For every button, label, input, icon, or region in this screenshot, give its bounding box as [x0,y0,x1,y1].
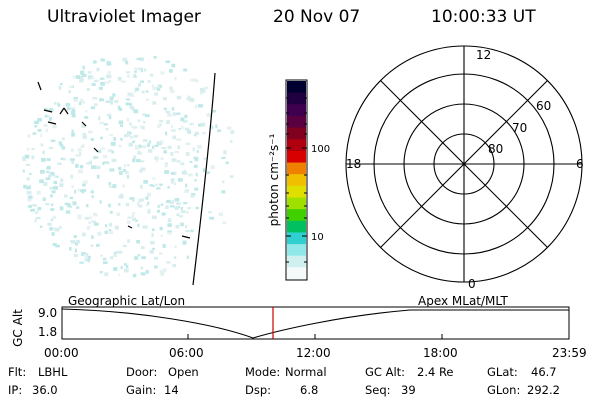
colorbar-band [287,232,306,245]
colorbar-band [287,255,306,268]
dsp-label: Dsp: [245,383,272,397]
colorbar-tick-100: 100 [311,144,330,155]
terminator-line [192,72,216,286]
mlt-label-6: 6 [576,157,584,171]
seq-value: 39 [401,383,416,397]
altitude-timeline: GC Alt 9.0 1.8 [11,306,570,347]
lat-label-80: 80 [488,142,503,156]
colorbar-band [287,92,306,105]
gc-alt-curve [61,308,569,339]
mlt-label-0: 0 [468,277,476,291]
colorbar-band [287,197,306,210]
coastline-fragments [37,81,191,239]
colorbar-band [287,244,306,257]
geographic-panel-title: Geographic Lat/Lon [68,294,186,308]
lat-label-60: 60 [536,99,551,113]
geographic-image [22,55,235,286]
colorbar-band [287,139,306,152]
apex-panel-title: Apex MLat/MLT [418,294,508,308]
gain-label: Gain: [126,383,157,397]
ip-value: 36.0 [32,383,58,397]
colorbar-band [287,174,306,187]
uv-emission-speckles [22,55,235,278]
colorbar-minor-ticks [286,97,307,263]
seq-label: Seq: [365,383,391,397]
colorbar-band [287,115,306,129]
time-tick-1800: 18:00 [423,346,458,360]
time-axis-ticks [187,334,443,339]
colorbar-unit-label: photon cm⁻²s⁻¹ [267,133,281,226]
flt-label: Flt: [8,365,27,379]
colorbar-band [287,185,306,199]
colorbar-tick-10: 10 [311,232,324,243]
colorbar-band [287,162,306,175]
mode-label: Mode: [245,365,281,379]
colorbar: 100 10 photon cm⁻²s⁻¹ [267,79,330,281]
lat-label-70: 70 [512,121,527,135]
mlt-label-12: 12 [476,48,491,62]
ip-label: IP: [8,383,23,397]
colorbar-band [287,127,306,140]
colorbar-gradient [287,81,306,280]
colorbar-band [287,220,306,234]
time-tick-1200: 12:00 [296,346,331,360]
gc-alt-label: GC Alt: [365,365,406,379]
colorbar-band [287,267,306,280]
gc-alt-value: 2.4 Re [417,365,454,379]
polar-mlt-plot: 12 18 6 0 60 70 80 [345,45,584,291]
time-tick-0000: 00:00 [44,346,79,360]
gc-alt-tick-min: 1.8 [38,325,57,339]
glat-label: GLat: [487,365,518,379]
glon-value: 292.2 [527,383,560,397]
date-label: 20 Nov 07 [273,7,361,27]
time-tick-0600: 06:00 [169,346,204,360]
gc-alt-axis-label: GC Alt [11,309,25,347]
colorbar-band [287,81,306,94]
colorbar-band [287,104,306,117]
instrument-title: Ultraviolet Imager [47,7,201,27]
glat-value: 46.7 [531,365,557,379]
time-label: 10:00:33 UT [431,7,536,27]
gain-value: 14 [164,383,179,397]
mlt-label-18: 18 [346,157,361,171]
gc-alt-tick-max: 9.0 [38,306,57,320]
door-value: Open [168,365,199,379]
flt-value: LBHL [38,365,68,379]
polar-diagonal-2 [380,80,548,248]
colorbar-band [287,150,306,164]
mode-value: Normal [285,365,327,379]
glon-label: GLon: [487,383,521,397]
door-label: Door: [126,365,158,379]
colorbar-band [287,209,306,222]
dsp-value: 6.8 [300,383,319,397]
time-tick-2359: 23:59 [552,346,587,360]
